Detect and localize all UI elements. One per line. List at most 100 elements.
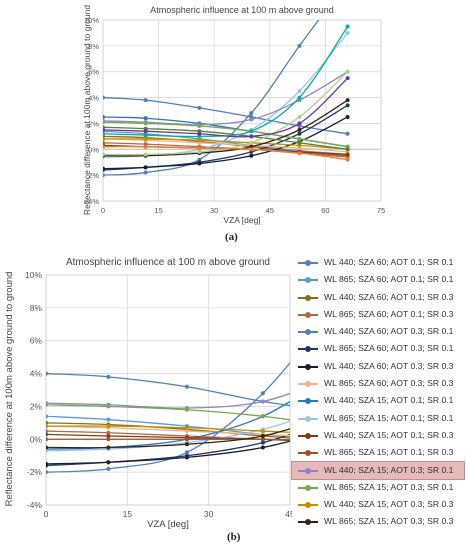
b-data-point xyxy=(46,402,48,407)
a-data-point xyxy=(143,136,148,141)
a-data-point xyxy=(297,136,302,141)
a-data-point xyxy=(345,157,350,162)
b-ytick-label: 6% xyxy=(30,336,43,346)
legend-marker-icon xyxy=(305,519,311,526)
a-data-point xyxy=(103,114,105,119)
b-xtick-label: 0 xyxy=(44,509,49,519)
a-data-point xyxy=(297,121,302,126)
b-data-point xyxy=(46,371,48,376)
a-data-point xyxy=(103,144,105,149)
b-data-point xyxy=(106,460,111,465)
a-data-point xyxy=(197,138,202,143)
a-data-point xyxy=(345,76,350,81)
a-plot-area xyxy=(102,19,382,202)
b-series-15 xyxy=(46,428,290,450)
a-data-point xyxy=(345,152,350,157)
b-data-point xyxy=(184,407,189,412)
b-ytick-label: 2% xyxy=(30,401,43,411)
legend-label: WL 865; SZA 60; AOT 0.1; SR 0.1 xyxy=(324,274,454,285)
a-xtick-label: 0 xyxy=(101,206,105,215)
a-data-point xyxy=(197,105,202,110)
a-series-line xyxy=(103,138,348,153)
legend-marker-icon xyxy=(305,450,311,457)
legend-label: WL 440; SZA 60; AOT 0.3; SR 0.3 xyxy=(324,360,454,371)
a-data-point xyxy=(143,144,148,149)
b-series-line xyxy=(46,361,290,473)
b-series-11 xyxy=(46,437,290,442)
legend-label: WL 865; SZA 15; AOT 0.3; SR 0.3 xyxy=(324,516,454,527)
a-series-18 xyxy=(103,144,350,162)
b-data-point xyxy=(46,437,48,442)
a-data-point xyxy=(297,151,302,156)
b-data-point xyxy=(260,434,265,438)
legend-label: WL 440; SZA 15; AOT 0.3; SR 0.3 xyxy=(324,499,454,510)
a-xtick-label: 60 xyxy=(321,206,329,215)
a-data-point xyxy=(143,129,148,134)
a-data-point xyxy=(345,69,350,74)
a-ytick-label: 6% xyxy=(88,68,99,77)
legend-label: WL 440; SZA 15; AOT 0.1; SR 0.1 xyxy=(324,395,454,406)
b-series-0 xyxy=(46,371,290,407)
b-data-point xyxy=(260,391,265,396)
chart-a-ylabel: Reflectance difference at 100m above gro… xyxy=(82,5,92,215)
legend-item: WL 440; SZA 60; AOT 0.1; SR 0.3 xyxy=(292,289,464,306)
legend-marker-icon xyxy=(305,260,311,266)
a-data-point xyxy=(297,95,302,100)
a-data-point xyxy=(249,117,254,122)
a-data-point xyxy=(345,30,350,35)
a-series-line xyxy=(103,71,348,126)
a-data-point xyxy=(249,134,254,139)
a-data-point xyxy=(345,147,350,152)
a-data-point xyxy=(297,131,302,136)
legend-marker-icon xyxy=(305,311,311,318)
b-data-point xyxy=(260,437,265,442)
legend-item: WL 440; SZA 60; AOT 0.3; SR 0.3 xyxy=(292,358,464,375)
a-data-point xyxy=(197,145,202,150)
b-data-point xyxy=(46,429,48,434)
legend-label: WL 865; SZA 15; AOT 0.3; SR 0.1 xyxy=(324,481,454,492)
legend-item: WL 865; SZA 60; AOT 0.1; SR 0.3 xyxy=(292,306,464,323)
legend-label: WL 440; SZA 15; AOT 0.3; SR 0.1 xyxy=(324,464,454,475)
a-data-point xyxy=(103,120,105,125)
chart-b-legend: WL 440; SZA 60; AOT 0.1; SR 0.1 WL 865; S… xyxy=(291,254,465,531)
a-xtick-label: 75 xyxy=(377,206,385,215)
b-data-point xyxy=(46,420,48,425)
b-data-point xyxy=(106,430,111,435)
legend-item: WL 440; SZA 15; AOT 0.1; SR 0.1 xyxy=(292,392,464,409)
a-data-point xyxy=(143,98,148,103)
a-data-point xyxy=(249,129,254,134)
a-data-point xyxy=(297,127,302,132)
legend-label: WL 440; SZA 15; AOT 0.1; SR 0.3 xyxy=(324,429,454,440)
legend-item: WL 865; SZA 15; AOT 0.1; SR 0.1 xyxy=(292,410,464,427)
legend-marker-icon xyxy=(305,381,311,388)
b-ytick-label: 10% xyxy=(25,270,42,280)
a-data-point xyxy=(297,140,302,145)
a-data-point xyxy=(143,170,148,175)
b-data-point xyxy=(184,384,189,389)
a-data-point xyxy=(197,161,202,166)
legend-marker-icon xyxy=(305,398,311,405)
legend-marker-icon xyxy=(305,415,311,422)
chart-a-xlabel: VZA [deg] xyxy=(223,215,260,225)
a-series-line xyxy=(103,145,348,161)
b-data-point xyxy=(106,466,111,471)
a-ytick-label: 4% xyxy=(88,94,99,103)
a-series-line xyxy=(103,126,348,150)
legend-marker-icon xyxy=(305,467,311,474)
a-data-point xyxy=(345,98,350,103)
a-data-point xyxy=(103,127,105,132)
a-data-point xyxy=(143,116,148,121)
b-data-point xyxy=(106,434,111,438)
b-data-point xyxy=(46,445,48,450)
chart-b-ylabel: Reflectance difference at 100m above gro… xyxy=(4,272,15,507)
b-series-4 xyxy=(46,361,290,475)
b-data-point xyxy=(260,414,265,419)
a-xtick-label: 15 xyxy=(154,206,162,215)
a-data-point xyxy=(143,152,148,157)
a-data-point xyxy=(197,124,202,129)
b-xtick-label: 30 xyxy=(204,509,214,519)
a-data-point xyxy=(249,153,254,158)
a-data-point xyxy=(103,136,105,141)
panel-label-b: (b) xyxy=(227,531,241,543)
b-ytick-label: -2% xyxy=(27,467,43,477)
